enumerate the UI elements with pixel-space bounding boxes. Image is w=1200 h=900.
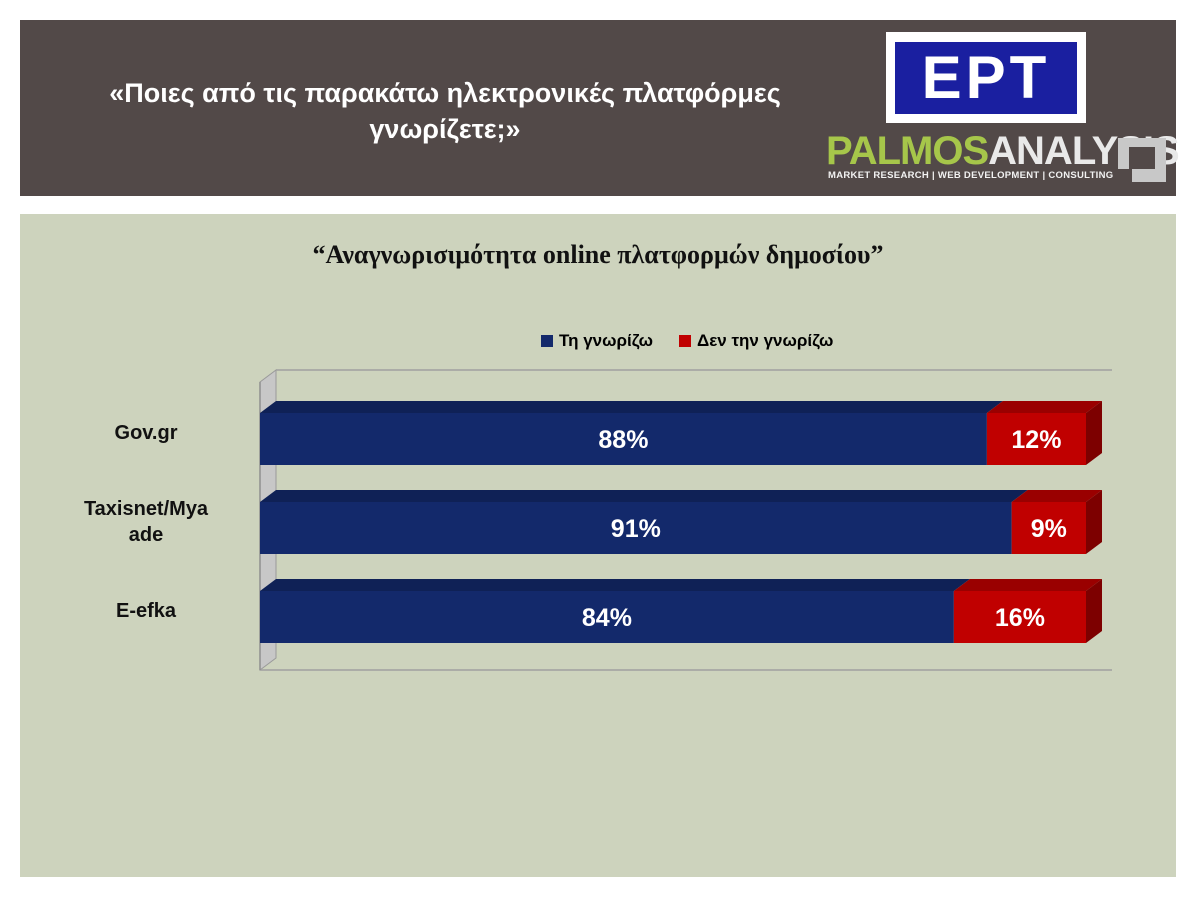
category-label-line: E-efka bbox=[115, 600, 177, 622]
bar-top-unknown-0 bbox=[986, 401, 1102, 413]
data-label-known-1: 91% bbox=[611, 515, 661, 543]
bar-side-unknown-2 bbox=[1086, 579, 1102, 643]
legend-swatch-unknown bbox=[678, 335, 691, 347]
bar-known-2 bbox=[260, 591, 954, 643]
bar-top-known-2 bbox=[260, 579, 970, 591]
bar-chart: 88% 12% 91% 9% 84% 16% bbox=[259, 369, 1112, 671]
category-label: Taxisnet/Mya ade bbox=[66, 496, 226, 548]
data-label-unknown-0: 12% bbox=[1011, 426, 1061, 454]
page-title-line-1: «Ποιες από τις παρακάτω ηλεκτρονικές πλα… bbox=[109, 78, 781, 108]
legend-item-unknown: Δεν την γνωρίζω bbox=[678, 331, 834, 351]
bar-top-known-0 bbox=[260, 401, 1003, 413]
data-label-known-0: 88% bbox=[598, 426, 648, 454]
bar-known-1 bbox=[260, 502, 1012, 554]
palmos-logo-tagline: MARKET RESEARCH | WEB DEVELOPMENT | CONS… bbox=[828, 170, 1114, 181]
chart-legend: Τη γνωρίζω Δεν την γνωρίζω bbox=[541, 330, 859, 352]
data-label-known-2: 84% bbox=[582, 604, 632, 632]
bar-known-0 bbox=[260, 413, 987, 465]
palmos-logo-part1: PALMOS bbox=[826, 129, 989, 173]
bar-side-unknown-1 bbox=[1086, 490, 1102, 554]
bar-unknown-2 bbox=[953, 591, 1086, 643]
palmos-analysis-logo: PALMOSANALYSIS MARKET RESEARCH | WEB DEV… bbox=[826, 128, 1180, 190]
bar-unknown-0 bbox=[986, 413, 1086, 465]
bar-top-known-1 bbox=[260, 490, 1028, 502]
category-label-line: ade bbox=[128, 524, 164, 546]
data-label-unknown-1: 9% bbox=[1031, 515, 1067, 543]
palmos-square-icon bbox=[1118, 138, 1166, 182]
category-label: E-efka bbox=[66, 598, 226, 624]
legend-item-known: Τη γνωρίζω bbox=[541, 331, 653, 351]
chart-panel: “Αναγνωρισιμότητα online πλατφορμών δημο… bbox=[20, 214, 1176, 877]
header-banner: «Ποιες από τις παρακάτω ηλεκτρονικές πλα… bbox=[20, 20, 1180, 196]
category-label-line: Gov.gr bbox=[114, 422, 178, 444]
category-label: Gov.gr bbox=[66, 420, 226, 446]
page-title: «Ποιες από τις παρακάτω ηλεκτρονικές πλα… bbox=[50, 75, 840, 147]
chart-title: “Αναγνωρισιμότητα online πλατφορμών δημο… bbox=[312, 240, 884, 269]
legend-swatch-known bbox=[541, 335, 553, 347]
legend-label-known: Τη γνωρίζω bbox=[559, 331, 653, 350]
ert-logo: ΕΡΤ bbox=[886, 32, 1086, 123]
page-title-line-2: γνωρίζετε;» bbox=[369, 114, 521, 144]
ert-logo-mark: ΕΡΤ bbox=[895, 41, 1077, 114]
bar-top-unknown-1 bbox=[1011, 490, 1102, 502]
category-label-line: Taxisnet/Mya bbox=[83, 498, 209, 520]
bar-top-unknown-2 bbox=[953, 579, 1102, 591]
bar-unknown-1 bbox=[1011, 502, 1086, 554]
legend-label-unknown: Δεν την γνωρίζω bbox=[696, 331, 834, 350]
bar-side-unknown-0 bbox=[1086, 401, 1102, 465]
data-label-unknown-2: 16% bbox=[995, 604, 1045, 632]
